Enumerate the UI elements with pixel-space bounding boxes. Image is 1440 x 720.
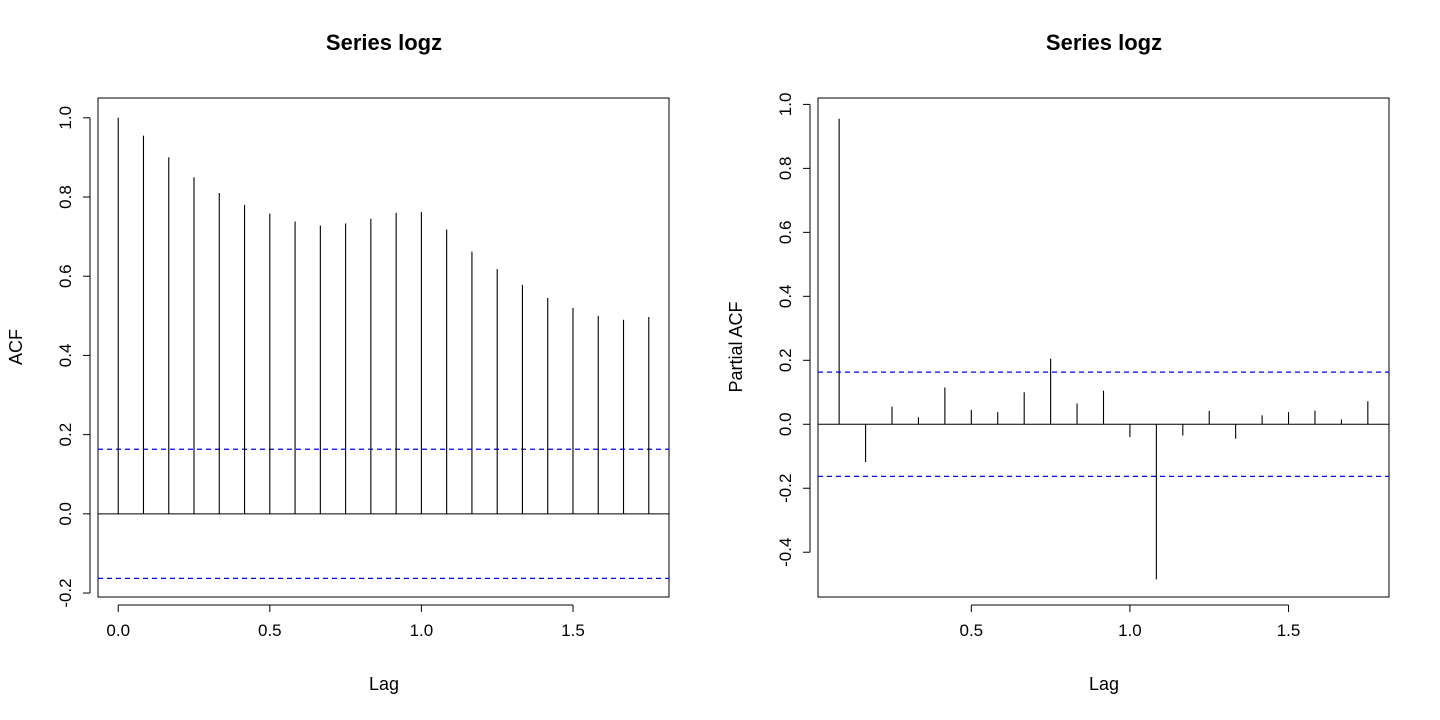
acf-x-tick-label: 0.5 [258, 621, 282, 640]
pacf-y-tick-label: 0.6 [776, 221, 795, 245]
acf-y-tick-label: 0.4 [56, 344, 75, 368]
pacf-y-tick-label: 0.4 [776, 285, 795, 309]
acf-title: Series logz [326, 30, 442, 55]
pacf-x-axis-label: Lag [1089, 674, 1119, 694]
pacf-y-tick-label: 0.8 [776, 157, 795, 181]
pacf-x-tick-label: 1.0 [1118, 621, 1142, 640]
acf-x-tick-label: 1.0 [410, 621, 434, 640]
pacf-x-tick-label: 1.5 [1277, 621, 1301, 640]
acf-plot-frame [97, 97, 670, 598]
pacf-plot-frame [817, 97, 1390, 598]
pacf-y-tick-label: -0.2 [776, 474, 795, 503]
pacf-title: Series logz [1046, 30, 1162, 55]
acf-y-tick-label: 1.0 [56, 106, 75, 130]
acf-y-axis-label: ACF [6, 329, 26, 365]
acf-y-tick-label: 0.6 [56, 264, 75, 288]
acf-x-axis-label: Lag [369, 674, 399, 694]
acf-panel: Series logz Lag ACF 0.0 0.5 1.0 1.5 -0.2 0.0 0… [6, 30, 670, 694]
pacf-y-tick-label: 0.0 [776, 412, 795, 436]
acf-x-tick-label: 1.5 [561, 621, 585, 640]
pacf-y-tick-label: -0.4 [776, 538, 795, 567]
acf-x-tick-label: 0.0 [106, 621, 130, 640]
pacf-y-tick-label: 1.0 [776, 93, 795, 117]
acf-y-tick-label: 0.2 [56, 423, 75, 447]
acf-y-tick-label: -0.2 [56, 578, 75, 607]
pacf-y-tick-label: 0.2 [776, 348, 795, 372]
pacf-panel: Series logz Lag Partial ACF 0.5 1.0 1.5 -0.… [726, 30, 1390, 694]
pacf-x-tick-label: 0.5 [959, 621, 983, 640]
acf-y-tick-label: 0.0 [56, 502, 75, 526]
acf-y-tick-label: 0.8 [56, 185, 75, 209]
pacf-y-axis-label: Partial ACF [726, 301, 746, 392]
